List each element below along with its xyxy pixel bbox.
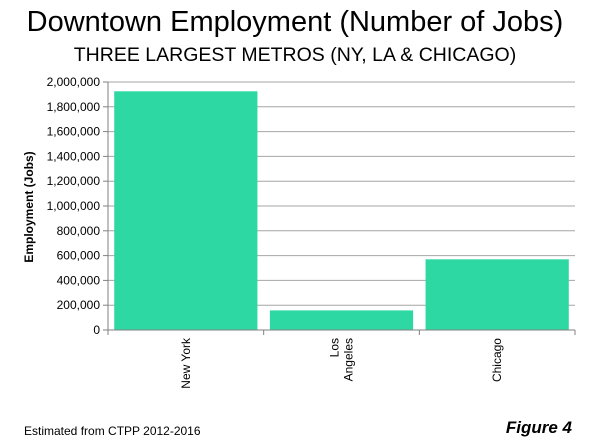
chart-subtitle: THREE LARGEST METROS (NY, LA & CHICAGO)	[73, 44, 517, 66]
x-tick-label: Los Angeles	[328, 338, 356, 381]
y-tick-label: 0	[93, 323, 100, 337]
source-note: Estimated from CTPP 2012-2016	[24, 424, 201, 438]
bars	[114, 91, 569, 330]
y-tick-labels: 0 200,000 400,000 600,000 800,000 1,000,000 1,…	[47, 75, 101, 337]
y-tick-label: 800,000	[57, 224, 101, 238]
y-tick-label: 2,000,000	[47, 75, 101, 89]
figure-label: Figure 4	[505, 418, 572, 437]
axes	[103, 81, 576, 335]
y-tick-label: 400,000	[57, 273, 101, 287]
x-tick-label-line: Los	[328, 338, 342, 357]
x-tick-label: New York	[179, 337, 193, 389]
chart-title: Downtown Employment (Number of Jobs)	[26, 6, 564, 38]
bar-chart: 0 200,000 400,000 600,000 800,000 1,000,000 1,…	[22, 75, 576, 389]
y-tick-label: 600,000	[57, 249, 101, 263]
y-tick-label: 1,400,000	[47, 149, 101, 163]
bar	[269, 310, 414, 330]
x-tick-label-line: New York	[179, 337, 193, 389]
y-tick-label: 200,000	[57, 298, 101, 312]
bar	[114, 91, 258, 330]
y-axis-label: Employment (Jobs)	[22, 151, 36, 262]
bar	[425, 259, 569, 330]
x-tick-label: Chicago	[490, 338, 504, 382]
y-tick-label: 1,800,000	[47, 100, 101, 114]
x-tick-labels: New York Los Angeles Chicago	[179, 337, 504, 389]
x-tick-label-line: Chicago	[490, 338, 504, 382]
x-tick-label-line: Angeles	[342, 338, 356, 381]
y-tick-label: 1,600,000	[47, 125, 101, 139]
y-tick-label: 1,000,000	[47, 199, 101, 213]
y-tick-label: 1,200,000	[47, 174, 101, 188]
